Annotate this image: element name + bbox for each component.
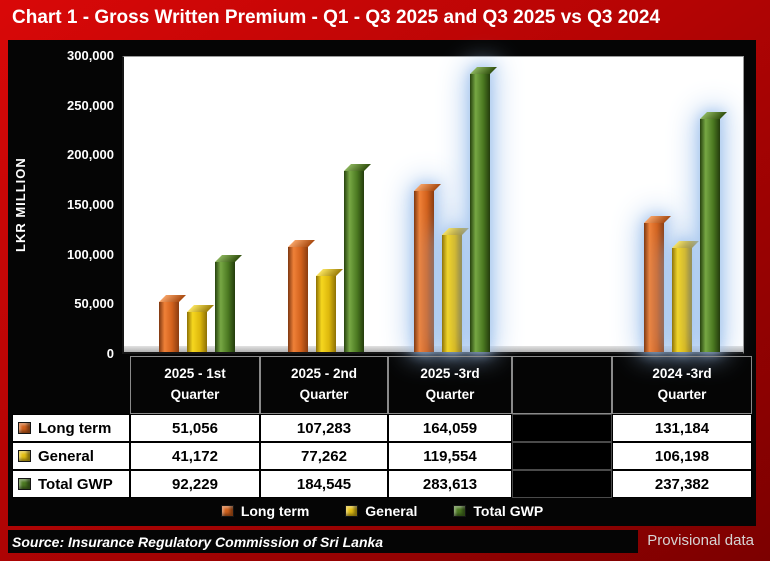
column-header-text: 2025 - 1st Quarter: [164, 366, 226, 402]
spacer-cell: [512, 470, 612, 498]
bar-general: [672, 248, 692, 352]
value-cell: 107,283: [260, 414, 388, 442]
total-gwp-legend-swatch-icon: [453, 505, 467, 517]
y-tick-label: 150,000: [67, 197, 114, 212]
spacer-column-header: [512, 356, 612, 414]
row-label-text: Long term: [38, 419, 112, 437]
table-row: Long term 51,056 107,283 164,059 131,184: [12, 414, 752, 442]
bar-group: [288, 57, 364, 352]
legend-item: Long term: [220, 503, 310, 519]
row-label: Long term: [12, 414, 130, 442]
source-text: Source: Insurance Regulatory Commission …: [12, 533, 384, 550]
bar-long-term: [159, 302, 179, 352]
legend-label: Long term: [240, 503, 310, 519]
value-cell: 131,184: [612, 414, 752, 442]
y-tick-label: 200,000: [67, 147, 114, 162]
bar-long-term: [288, 247, 308, 352]
y-tick-label: 0: [106, 346, 114, 361]
bar-group: [159, 57, 235, 352]
total-gwp-swatch-icon: [18, 478, 31, 490]
general-legend-swatch-icon: [345, 505, 359, 517]
y-tick-label: 250,000: [67, 98, 114, 113]
general-swatch-icon: [18, 450, 31, 462]
table-row: Total GWP 92,229 184,545 283,613 237,382: [12, 470, 752, 498]
value-cell: 106,198: [612, 442, 752, 470]
spacer-cell: [512, 442, 612, 470]
bar-total-gwp: [215, 262, 235, 352]
header-row: 2025 - 1st Quarter 2025 - 2nd Quarter 20…: [12, 356, 752, 414]
y-tick-label: 50,000: [74, 296, 114, 311]
value-cell: 164,059: [388, 414, 512, 442]
table-row: General 41,172 77,262 119,554 106,198: [12, 442, 752, 470]
bar-total-gwp: [344, 171, 364, 352]
legend-label: General: [365, 503, 418, 519]
y-tick-label: 300,000: [67, 48, 114, 63]
corner-cell: [12, 356, 130, 414]
row-label-text: General: [38, 447, 94, 465]
chart-title: Chart 1 - Gross Written Premium - Q1 - Q…: [12, 7, 661, 28]
y-tick-label: 100,000: [67, 247, 114, 262]
bar-group: [644, 57, 720, 352]
value-cell: 51,056: [130, 414, 260, 442]
y-axis: 300,000 250,000 200,000 150,000 100,000 …: [32, 40, 114, 361]
chart-body: LKR MILLION 300,000 250,000 200,000 150,…: [8, 40, 756, 526]
spacer-cell: [512, 414, 612, 442]
column-header-text: 2024 -3rd Quarter: [652, 366, 712, 402]
column-header-text: 2025 -3rd Quarter: [420, 366, 480, 402]
value-cell: 41,172: [130, 442, 260, 470]
column-header: 2024 -3rd Quarter: [612, 356, 752, 414]
plot-area: [122, 56, 744, 354]
value-cell: 119,554: [388, 442, 512, 470]
legend-label: Total GWP: [473, 503, 544, 519]
bar-total-gwp: [470, 74, 490, 352]
provisional-note: Provisional data: [647, 532, 754, 549]
row-label: Total GWP: [12, 470, 130, 498]
bar-total-gwp: [700, 119, 720, 352]
y-axis-label: LKR MILLION: [13, 157, 28, 253]
legend-item: General: [345, 503, 417, 519]
column-header: 2025 - 2nd Quarter: [260, 356, 388, 414]
bar-general: [316, 276, 336, 352]
column-header-text: 2025 - 2nd Quarter: [290, 366, 358, 402]
legend: Long term General Total GWP: [8, 498, 756, 524]
bar-general: [442, 235, 462, 352]
column-header: 2025 - 1st Quarter: [130, 356, 260, 414]
bar-long-term: [414, 191, 434, 352]
long-term-legend-swatch-icon: [220, 505, 234, 517]
value-cell: 283,613: [388, 470, 512, 498]
long-term-swatch-icon: [18, 422, 31, 434]
value-cell: 237,382: [612, 470, 752, 498]
row-label-text: Total GWP: [38, 475, 113, 493]
value-cell: 77,262: [260, 442, 388, 470]
row-label: General: [12, 442, 130, 470]
value-cell: 92,229: [130, 470, 260, 498]
source-bar: Source: Insurance Regulatory Commission …: [8, 530, 638, 553]
bar-long-term: [644, 223, 664, 352]
column-header: 2025 -3rd Quarter: [388, 356, 512, 414]
bar-general: [187, 312, 207, 352]
bar-group: [414, 57, 490, 352]
value-cell: 184,545: [260, 470, 388, 498]
legend-item: Total GWP: [453, 503, 543, 519]
